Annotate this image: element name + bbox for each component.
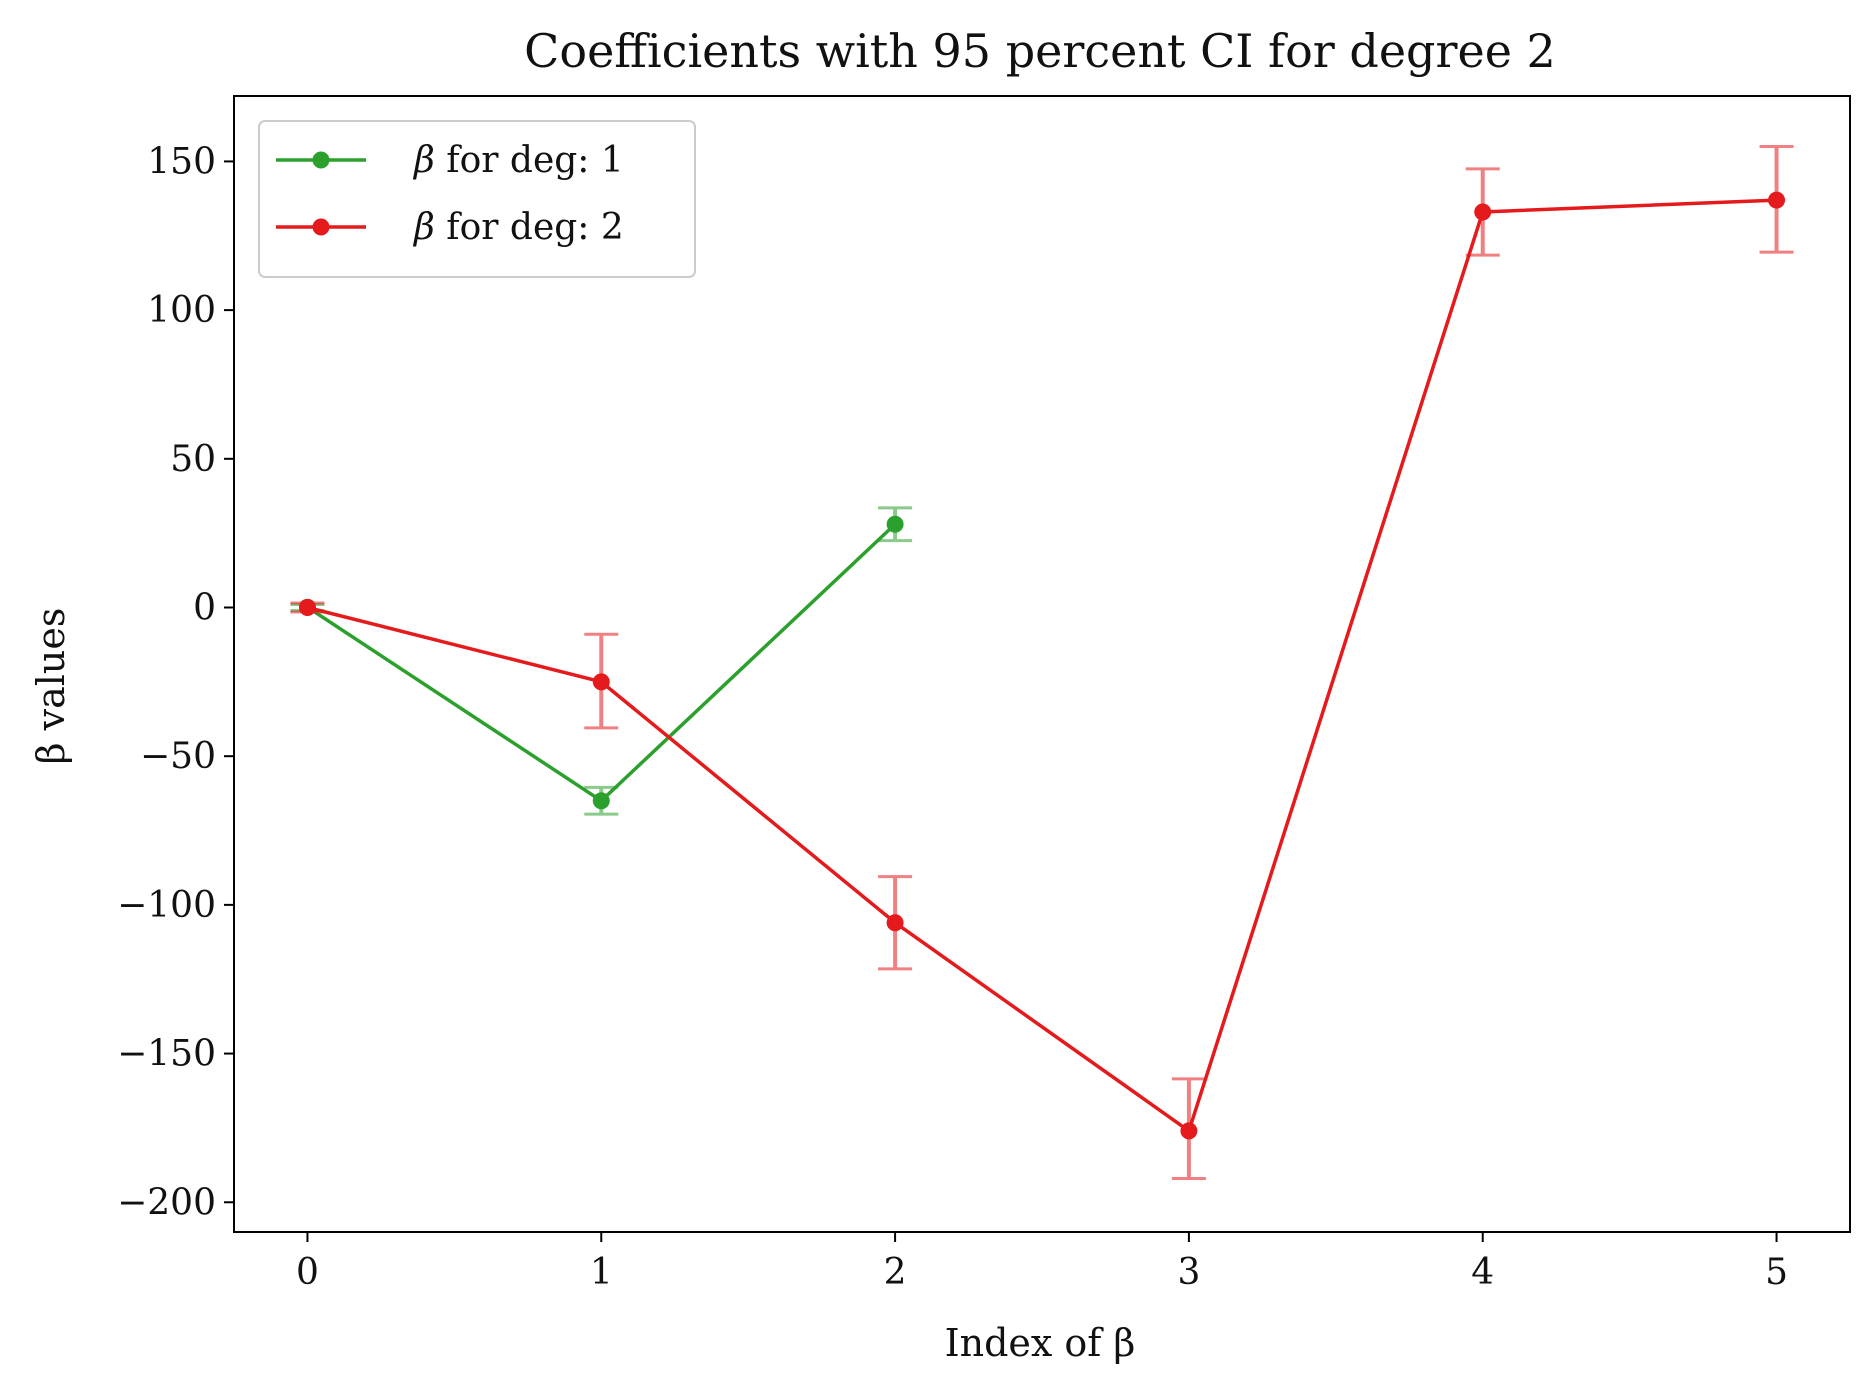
x-axis-label: Index of β <box>945 1321 1136 1365</box>
legend-item-2: β for deg: 2 <box>276 207 624 248</box>
legend-label-text: for deg: 2 <box>435 207 624 248</box>
y-tick-label: 50 <box>170 439 216 480</box>
data-point <box>298 598 316 616</box>
plot-area <box>290 145 1794 1180</box>
y-tick-label: −200 <box>117 1182 216 1223</box>
x-tick-label: 1 <box>590 1252 613 1293</box>
legend-marker <box>312 218 330 236</box>
data-point <box>1768 191 1786 209</box>
plot-frame <box>233 95 1851 1233</box>
x-tick-label: 3 <box>1177 1252 1200 1293</box>
series-line <box>307 198 1777 1133</box>
legend-label: β for deg: 1 <box>412 140 624 181</box>
legend: β for deg: 1β for deg: 2 <box>258 120 696 278</box>
legend-marker <box>312 151 330 169</box>
y-tick-label: −100 <box>117 885 216 926</box>
y-tick-label: −50 <box>140 736 216 777</box>
y-tick-label: 0 <box>193 587 216 628</box>
series-2 <box>290 145 1794 1180</box>
x-tick-label: 4 <box>1471 1252 1494 1293</box>
x-tick-label: 0 <box>296 1252 319 1293</box>
data-point <box>592 792 610 810</box>
legend-item-1: β for deg: 1 <box>276 140 624 181</box>
x-tick-label: 5 <box>1765 1252 1788 1293</box>
legend-box <box>258 120 696 278</box>
y-tick-label: 150 <box>147 141 216 182</box>
y-tick-label: −150 <box>117 1034 216 1075</box>
chart-title: Coefficients with 95 percent CI for degr… <box>524 24 1556 78</box>
legend-label: β for deg: 2 <box>412 207 624 248</box>
legend-label-text: for deg: 1 <box>435 140 624 181</box>
data-point <box>592 673 610 691</box>
y-tick-label: 100 <box>147 290 216 331</box>
legend-label-symbol: β <box>412 207 435 248</box>
data-point <box>1180 1122 1198 1140</box>
data-point <box>1474 203 1492 221</box>
data-point <box>886 515 904 533</box>
data-point <box>886 914 904 932</box>
x-tick-label: 2 <box>884 1252 907 1293</box>
axes: 0 1 2 3 4 5 −200 −150 −100 −50 0 50 100 150 <box>117 95 1851 1293</box>
legend-label-symbol: β <box>412 140 435 181</box>
y-axis-label: β values <box>29 608 73 765</box>
